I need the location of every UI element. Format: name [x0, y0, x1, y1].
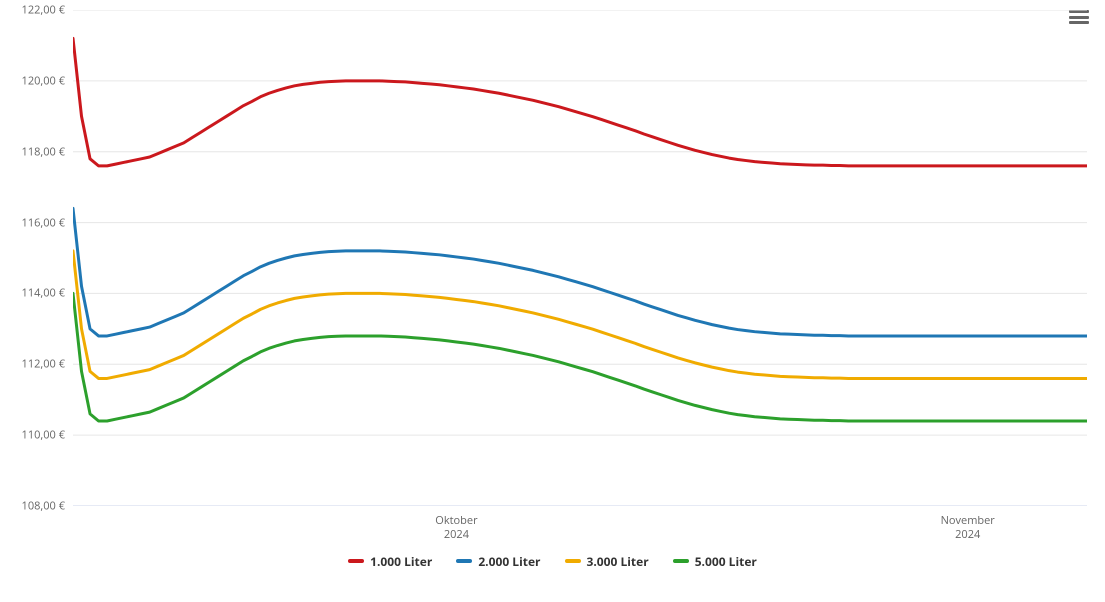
- legend-item[interactable]: 5.000 Liter: [673, 553, 757, 570]
- legend-label: 1.000 Liter: [370, 553, 432, 570]
- legend-item[interactable]: 1.000 Liter: [348, 553, 432, 570]
- legend-swatch: [673, 559, 689, 563]
- y-tick-label: 122,00 €: [5, 3, 65, 18]
- price-line-chart: 108,00 € 110,00 € 112,00 € 114,00 € 116,00 €…: [0, 0, 1105, 602]
- x-tick-month: November: [941, 514, 995, 528]
- x-tick-year: 2024: [941, 528, 995, 542]
- y-tick-label: 110,00 €: [5, 428, 65, 443]
- y-tick-label: 118,00 €: [5, 144, 65, 159]
- legend-swatch: [348, 559, 364, 563]
- legend-item[interactable]: 3.000 Liter: [565, 553, 649, 570]
- x-tick-month: Oktober: [435, 514, 477, 528]
- x-tick-label: November2024: [941, 514, 995, 543]
- plot-area: [73, 10, 1087, 506]
- x-tick-label: Oktober2024: [435, 514, 477, 543]
- legend-swatch: [456, 559, 472, 563]
- y-tick-label: 120,00 €: [5, 73, 65, 88]
- y-tick-label: 112,00 €: [5, 357, 65, 372]
- legend-swatch: [565, 559, 581, 563]
- legend: 1.000 Liter 2.000 Liter 3.000 Liter 5.000 L…: [0, 550, 1105, 570]
- series-line[interactable]: [73, 38, 1087, 166]
- legend-label: 2.000 Liter: [478, 553, 540, 570]
- series-line[interactable]: [73, 251, 1087, 379]
- legend-label: 3.000 Liter: [587, 553, 649, 570]
- x-tick-year: 2024: [435, 528, 477, 542]
- series-line[interactable]: [73, 208, 1087, 336]
- y-tick-label: 108,00 €: [5, 499, 65, 514]
- legend-label: 5.000 Liter: [695, 553, 757, 570]
- series-line[interactable]: [73, 293, 1087, 421]
- y-tick-label: 116,00 €: [5, 215, 65, 230]
- y-tick-label: 114,00 €: [5, 286, 65, 301]
- legend-item[interactable]: 2.000 Liter: [456, 553, 540, 570]
